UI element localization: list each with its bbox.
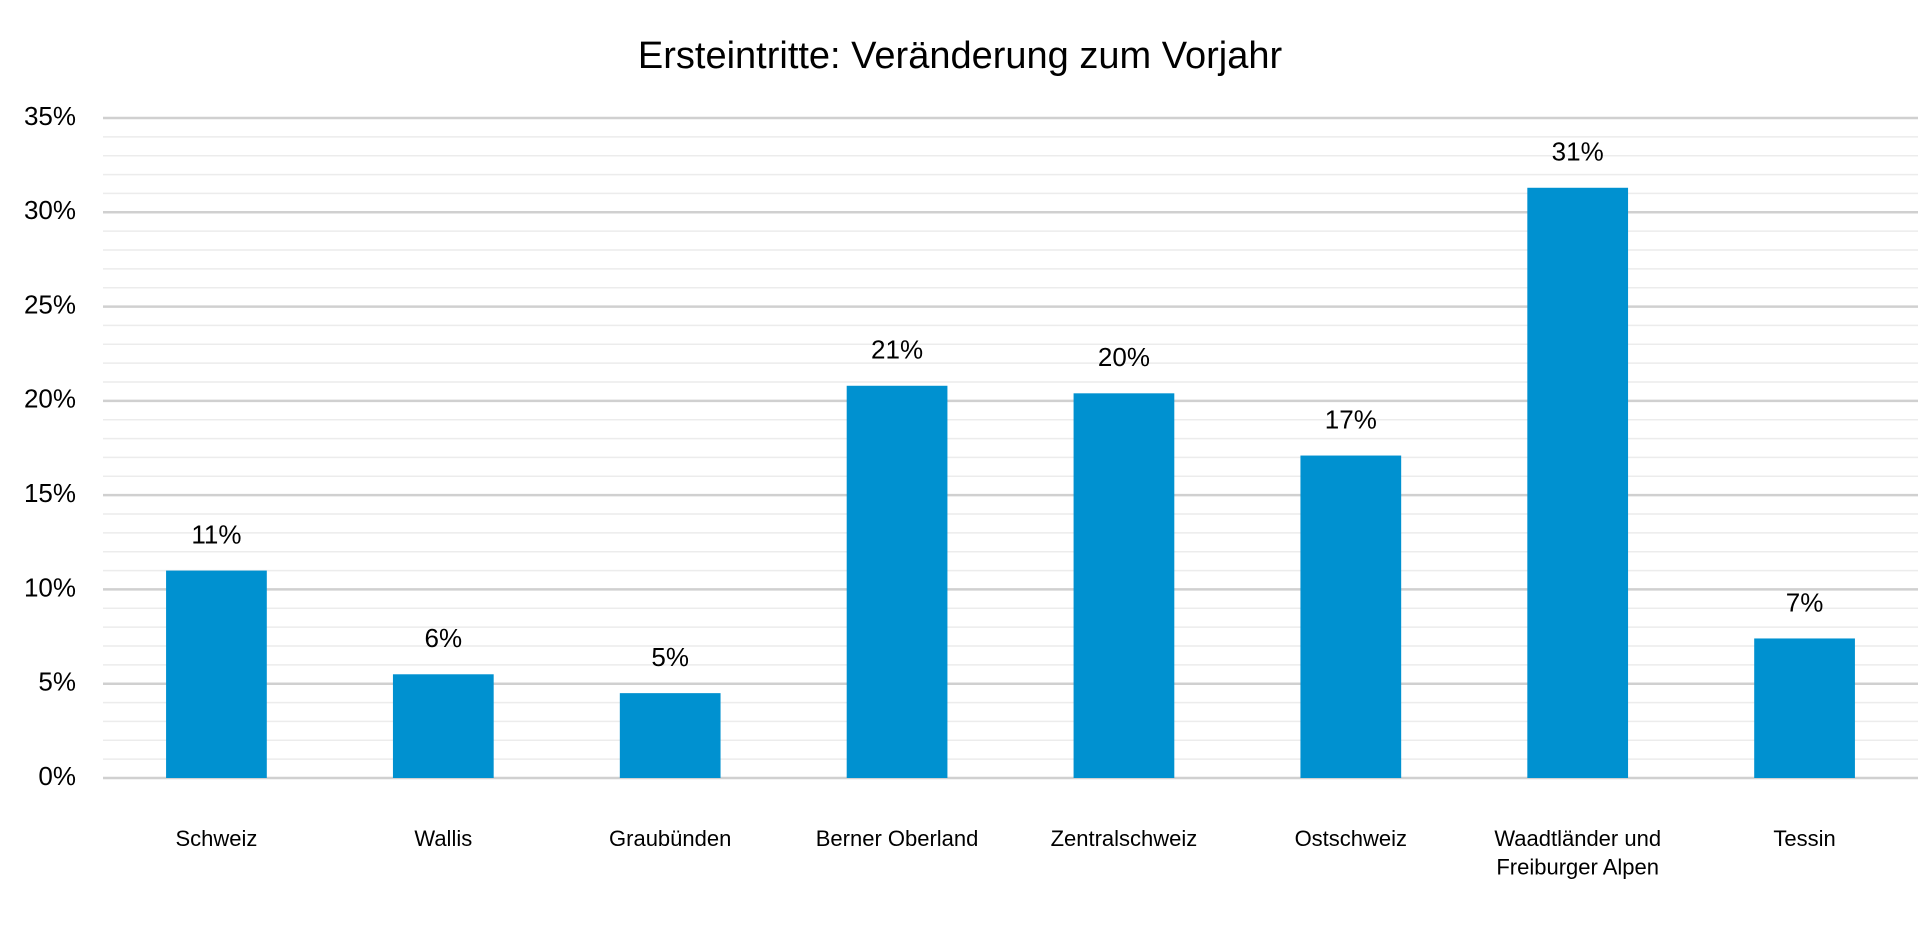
bar <box>619 693 721 778</box>
y-tick-label: 10% <box>24 572 76 602</box>
chart-title: Ersteintritte: Veränderung zum Vorjahr <box>638 35 1283 77</box>
data-label: 5% <box>651 642 689 672</box>
data-label: 31% <box>1552 137 1604 167</box>
data-label: 7% <box>1786 587 1824 617</box>
y-tick-label: 15% <box>24 478 76 508</box>
x-tick-label: Schweiz <box>175 826 257 851</box>
bar <box>1073 393 1175 778</box>
data-label: 11% <box>191 519 241 549</box>
x-tick-label: Graubünden <box>609 826 731 851</box>
x-tick-label: Tessin <box>1773 826 1835 851</box>
x-tick-label: Berner Oberland <box>816 826 979 851</box>
bar <box>392 674 494 778</box>
x-tick-label: Ostschweiz <box>1295 826 1407 851</box>
y-tick-label: 20% <box>24 384 76 414</box>
bar <box>1300 455 1402 778</box>
data-label: 20% <box>1098 342 1150 372</box>
bar <box>1754 638 1855 778</box>
bar <box>1527 187 1629 778</box>
bar <box>846 385 948 778</box>
x-tick-label: Waadtländer und Freiburger Alpen <box>1494 826 1661 880</box>
y-tick-label: 30% <box>24 195 76 225</box>
y-tick-label: 0% <box>38 761 76 791</box>
x-tick-label: Wallis <box>414 826 472 851</box>
y-tick-label: 35% <box>24 101 76 131</box>
x-tick-label: Zentralschweiz <box>1051 826 1198 851</box>
y-tick-label: 25% <box>24 289 76 319</box>
bar <box>166 570 267 778</box>
data-label: 21% <box>871 335 923 365</box>
data-label: 6% <box>425 623 463 653</box>
y-tick-label: 5% <box>38 667 76 697</box>
data-label: 17% <box>1325 404 1377 434</box>
